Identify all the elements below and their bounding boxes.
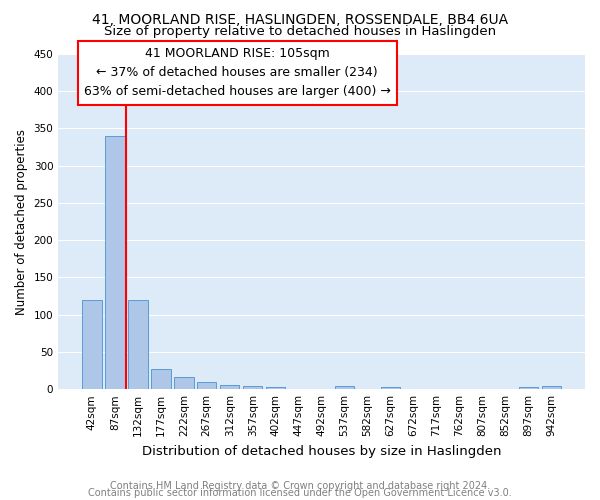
Bar (335, 386, 355, 389)
Text: Size of property relative to detached houses in Haslingden: Size of property relative to detached ho… (104, 25, 496, 38)
Text: Contains public sector information licensed under the Open Government Licence v3: Contains public sector information licen… (88, 488, 512, 498)
Bar (128, 300, 148, 389)
Bar (542, 386, 561, 389)
Bar (82, 300, 101, 389)
Bar (174, 376, 194, 389)
Bar (220, 384, 239, 389)
X-axis label: Distribution of detached houses by size in Haslingden: Distribution of detached houses by size … (142, 444, 502, 458)
Bar (381, 387, 400, 389)
Text: 41, MOORLAND RISE, HASLINGDEN, ROSSENDALE, BB4 6UA: 41, MOORLAND RISE, HASLINGDEN, ROSSENDAL… (92, 12, 508, 26)
Bar (243, 386, 262, 389)
Text: Contains HM Land Registry data © Crown copyright and database right 2024.: Contains HM Land Registry data © Crown c… (110, 481, 490, 491)
Bar (518, 387, 538, 389)
Bar (197, 382, 217, 389)
Bar (105, 136, 125, 389)
Text: 41 MOORLAND RISE: 105sqm
← 37% of detached houses are smaller (234)
63% of semi-: 41 MOORLAND RISE: 105sqm ← 37% of detach… (84, 48, 391, 98)
Bar (266, 387, 286, 389)
Y-axis label: Number of detached properties: Number of detached properties (15, 128, 28, 314)
Bar (151, 369, 170, 389)
